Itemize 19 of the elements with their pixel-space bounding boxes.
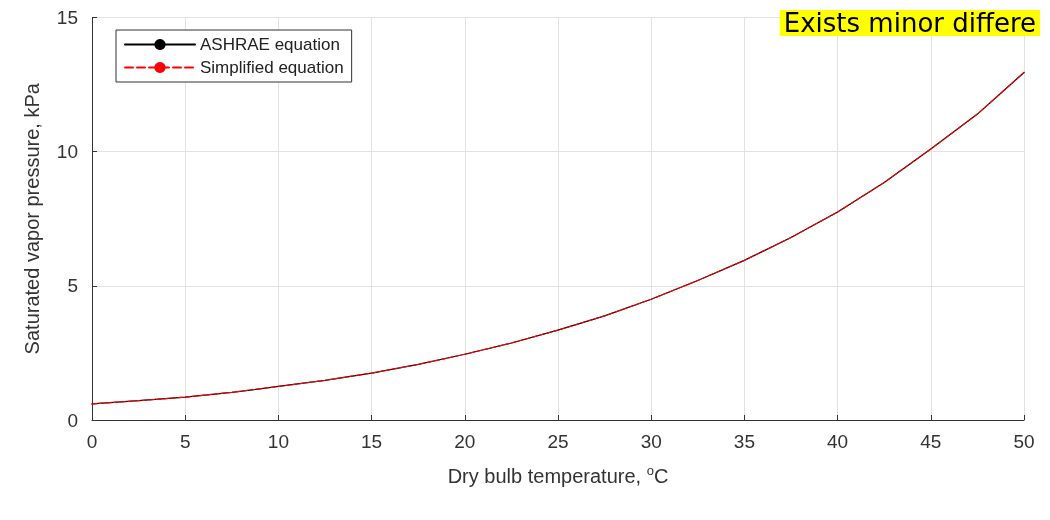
y-tick-label: 0	[67, 409, 78, 431]
y-axis-title: Saturated vapor pressure, kPa	[21, 82, 43, 355]
y-tick-label: 10	[56, 141, 78, 163]
y-tick-label: 15	[56, 7, 78, 28]
x-tick-label: 0	[86, 431, 98, 452]
y-tick-label: 5	[67, 275, 78, 297]
x-tick-label: 25	[547, 431, 569, 452]
x-tick-label: 10	[267, 431, 289, 452]
x-tick-label: 30	[640, 431, 662, 452]
x-tick-label: 15	[361, 431, 383, 452]
x-tick-label: 5	[179, 431, 191, 452]
legend-label: ASHRAE equation	[200, 35, 340, 54]
x-tick-label: 50	[1013, 431, 1035, 452]
x-tick-label: 45	[920, 431, 942, 452]
x-tick-label: 20	[454, 431, 476, 452]
legend-label: Simplified equation	[200, 58, 344, 77]
annotation: Exists minor differe	[783, 8, 1036, 38]
x-tick-label: 35	[733, 431, 755, 452]
x-tick-label: 40	[827, 431, 849, 452]
